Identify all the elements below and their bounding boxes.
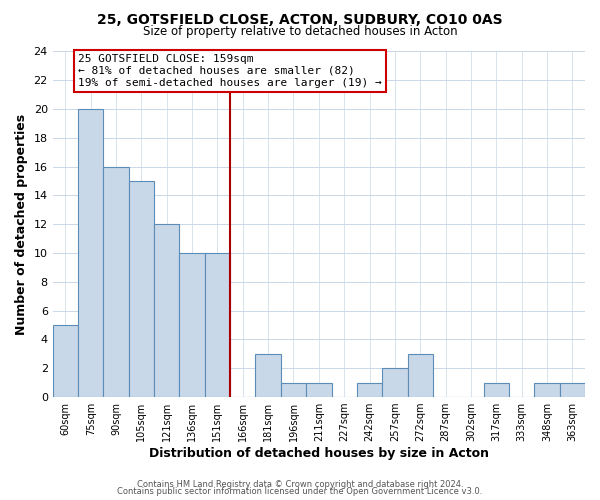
Bar — [306, 382, 332, 397]
Bar — [281, 382, 306, 397]
Bar — [407, 354, 433, 397]
Bar — [103, 166, 129, 397]
Bar — [535, 382, 560, 397]
Text: 25, GOTSFIELD CLOSE, ACTON, SUDBURY, CO10 0AS: 25, GOTSFIELD CLOSE, ACTON, SUDBURY, CO1… — [97, 12, 503, 26]
Bar — [382, 368, 407, 397]
Bar — [129, 181, 154, 397]
X-axis label: Distribution of detached houses by size in Acton: Distribution of detached houses by size … — [149, 447, 489, 460]
Bar — [484, 382, 509, 397]
Text: 25 GOTSFIELD CLOSE: 159sqm
← 81% of detached houses are smaller (82)
19% of semi: 25 GOTSFIELD CLOSE: 159sqm ← 81% of deta… — [78, 54, 382, 88]
Text: Contains public sector information licensed under the Open Government Licence v3: Contains public sector information licen… — [118, 487, 482, 496]
Bar — [154, 224, 179, 397]
Bar — [78, 109, 103, 397]
Bar — [179, 253, 205, 397]
Bar — [560, 382, 585, 397]
Text: Size of property relative to detached houses in Acton: Size of property relative to detached ho… — [143, 25, 457, 38]
Y-axis label: Number of detached properties: Number of detached properties — [15, 114, 28, 335]
Bar — [256, 354, 281, 397]
Bar — [205, 253, 230, 397]
Bar — [357, 382, 382, 397]
Text: Contains HM Land Registry data © Crown copyright and database right 2024.: Contains HM Land Registry data © Crown c… — [137, 480, 463, 489]
Bar — [53, 325, 78, 397]
